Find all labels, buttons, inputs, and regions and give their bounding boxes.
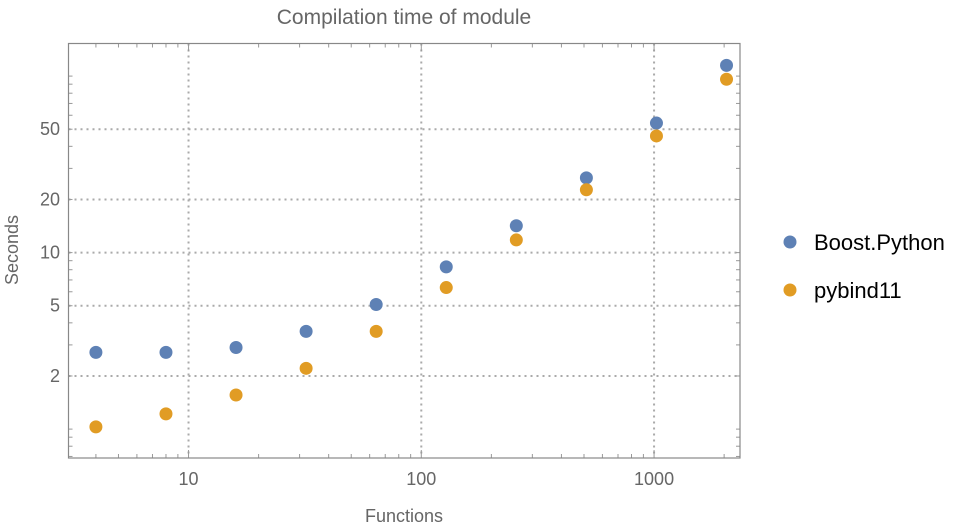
grid (68, 43, 740, 458)
data-point-boost-python (369, 298, 383, 312)
data-point-pybind11 (439, 281, 453, 295)
data-point-pybind11 (649, 129, 663, 143)
data-point-boost-python (509, 219, 523, 233)
data-point-pybind11 (369, 324, 383, 338)
data-point-pybind11 (509, 233, 523, 247)
y-tick-label: 50 (40, 119, 60, 139)
data-point-boost-python (649, 116, 663, 130)
y-tick-label: 20 (40, 189, 60, 209)
data-point-boost-python (159, 345, 173, 359)
y-axis-label: Seconds (2, 215, 22, 285)
ticks: 10 100 1000 2 5 10 20 50 (40, 43, 740, 489)
legend-marker-boost-python (783, 235, 797, 249)
data-point-boost-python (89, 345, 103, 359)
chart-title: Compilation time of module (277, 6, 531, 29)
x-tick-label: 1000 (634, 469, 674, 489)
data-point-pybind11 (720, 72, 734, 86)
data-point-boost-python (229, 340, 243, 354)
legend: Boost.Python pybind11 (783, 230, 945, 303)
y-tick-label: 10 (40, 243, 60, 263)
data-point-boost-python (720, 58, 734, 72)
y-tick-label: 2 (50, 366, 60, 386)
data-point-pybind11 (579, 183, 593, 197)
legend-marker-pybind11 (783, 283, 797, 297)
plot-frame (67, 42, 741, 459)
data-point-boost-python (439, 260, 453, 274)
data-point-pybind11 (89, 420, 103, 434)
data-point-pybind11 (229, 388, 243, 402)
legend-label-boost-python: Boost.Python (814, 230, 945, 255)
x-tick-label: 10 (179, 469, 199, 489)
x-tick-label: 100 (406, 469, 436, 489)
data-points (89, 58, 734, 434)
data-point-pybind11 (159, 407, 173, 421)
data-point-boost-python (299, 324, 313, 338)
data-point-pybind11 (299, 361, 313, 375)
legend-label-pybind11: pybind11 (814, 278, 902, 303)
y-tick-label: 5 (50, 296, 60, 316)
x-axis-label: Functions (365, 506, 443, 525)
data-point-boost-python (579, 171, 593, 185)
